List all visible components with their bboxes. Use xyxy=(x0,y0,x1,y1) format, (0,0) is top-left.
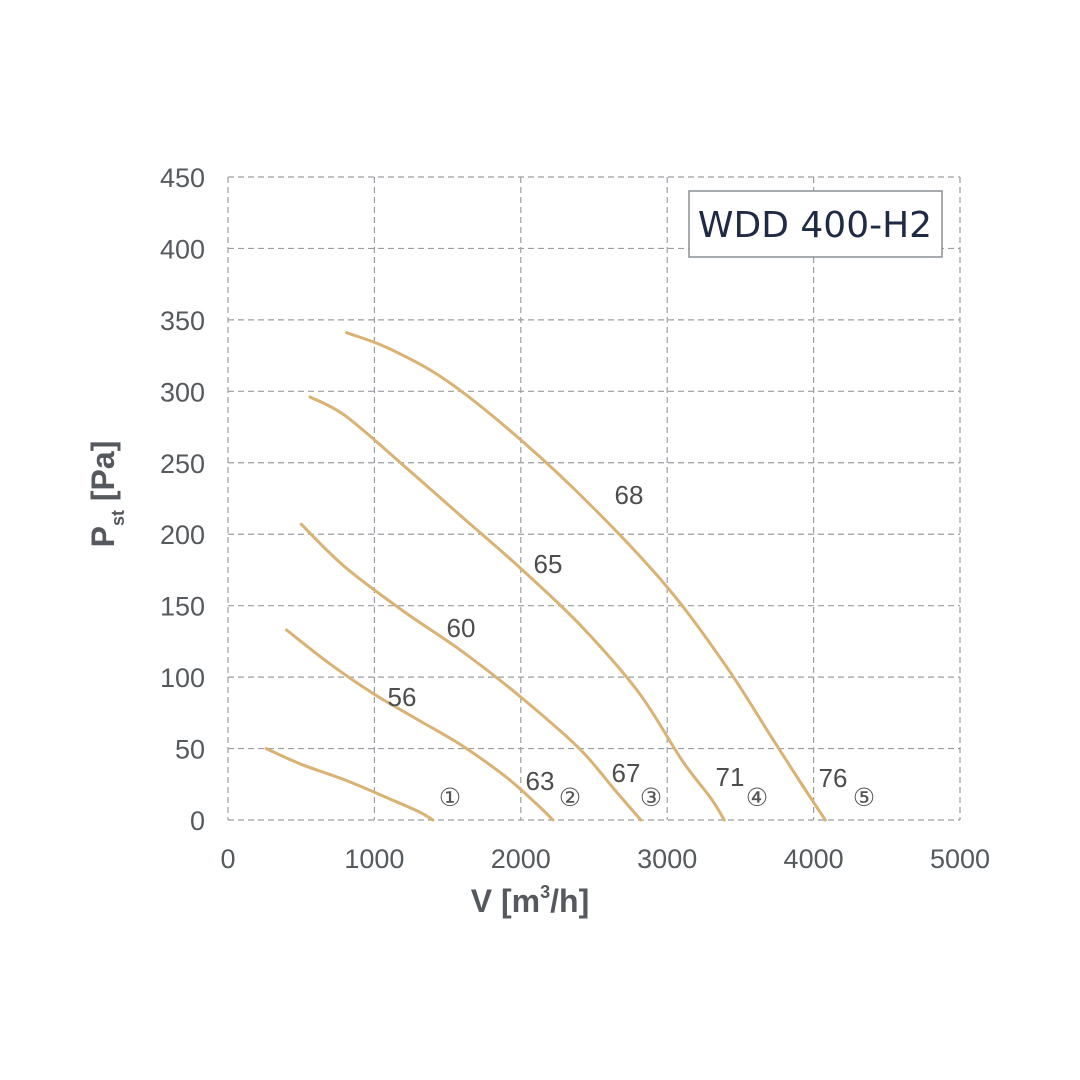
model-box: WDD 400-H2 xyxy=(688,190,943,258)
fan-curve-3 xyxy=(299,522,643,822)
curve-number-marker: ⑤ xyxy=(853,783,875,812)
x-tick-label: 2000 xyxy=(491,844,551,874)
fan-curve-4 xyxy=(308,395,726,822)
y-tick-label: 0 xyxy=(190,806,205,836)
y-axis-title: Pst [Pa] xyxy=(85,441,128,548)
x-tick-label: 5000 xyxy=(930,844,990,874)
fan-curve-1 xyxy=(264,747,435,822)
y-tick-label: 250 xyxy=(160,449,205,479)
y-tick-label: 300 xyxy=(160,377,205,407)
curve-sound-label: 68 xyxy=(615,480,644,510)
curve-number-marker: ① xyxy=(439,783,461,812)
curve-labels: ① 56 63② 60 67③ 65 71④ 68 76⑤ xyxy=(388,480,876,812)
y-tick-label: 350 xyxy=(160,306,205,336)
model-box-frame xyxy=(688,190,943,258)
x-tick-label: 3000 xyxy=(637,844,697,874)
curve-sound-label: 65 xyxy=(534,549,563,579)
x-tick-label: 4000 xyxy=(784,844,844,874)
grid xyxy=(227,176,961,821)
x-tick-label: 1000 xyxy=(344,844,404,874)
curve-number-marker: ② xyxy=(559,783,581,812)
curve-number-marker: ④ xyxy=(746,783,768,812)
curve-sound-label: 76 xyxy=(819,763,848,793)
tick-labels: 0 1000 2000 3000 4000 5000 0 50 100 150 200 250 300 3… xyxy=(160,163,990,874)
fan-curve-2 xyxy=(285,628,555,822)
y-tick-label: 50 xyxy=(175,735,205,765)
curve-sound-label: 67 xyxy=(612,758,641,788)
curve-sound-label: 63 xyxy=(526,766,555,796)
y-tick-label: 200 xyxy=(160,520,205,550)
fan-curves xyxy=(264,331,827,822)
curve-number-marker: ③ xyxy=(640,783,662,812)
curve-sound-label: 56 xyxy=(388,682,417,712)
y-tick-label: 150 xyxy=(160,592,205,622)
fan-curve-5 xyxy=(345,331,827,822)
x-tick-label: 0 xyxy=(220,844,235,874)
y-tick-label: 450 xyxy=(160,163,205,193)
y-tick-label: 100 xyxy=(160,663,205,693)
y-tick-label: 400 xyxy=(160,234,205,264)
curve-sound-label: 71 xyxy=(716,762,745,792)
curve-sound-label: 60 xyxy=(447,613,476,643)
model-label: WDD 400-H2 xyxy=(698,205,932,246)
x-axis-title: V [m3/h] xyxy=(471,882,589,919)
